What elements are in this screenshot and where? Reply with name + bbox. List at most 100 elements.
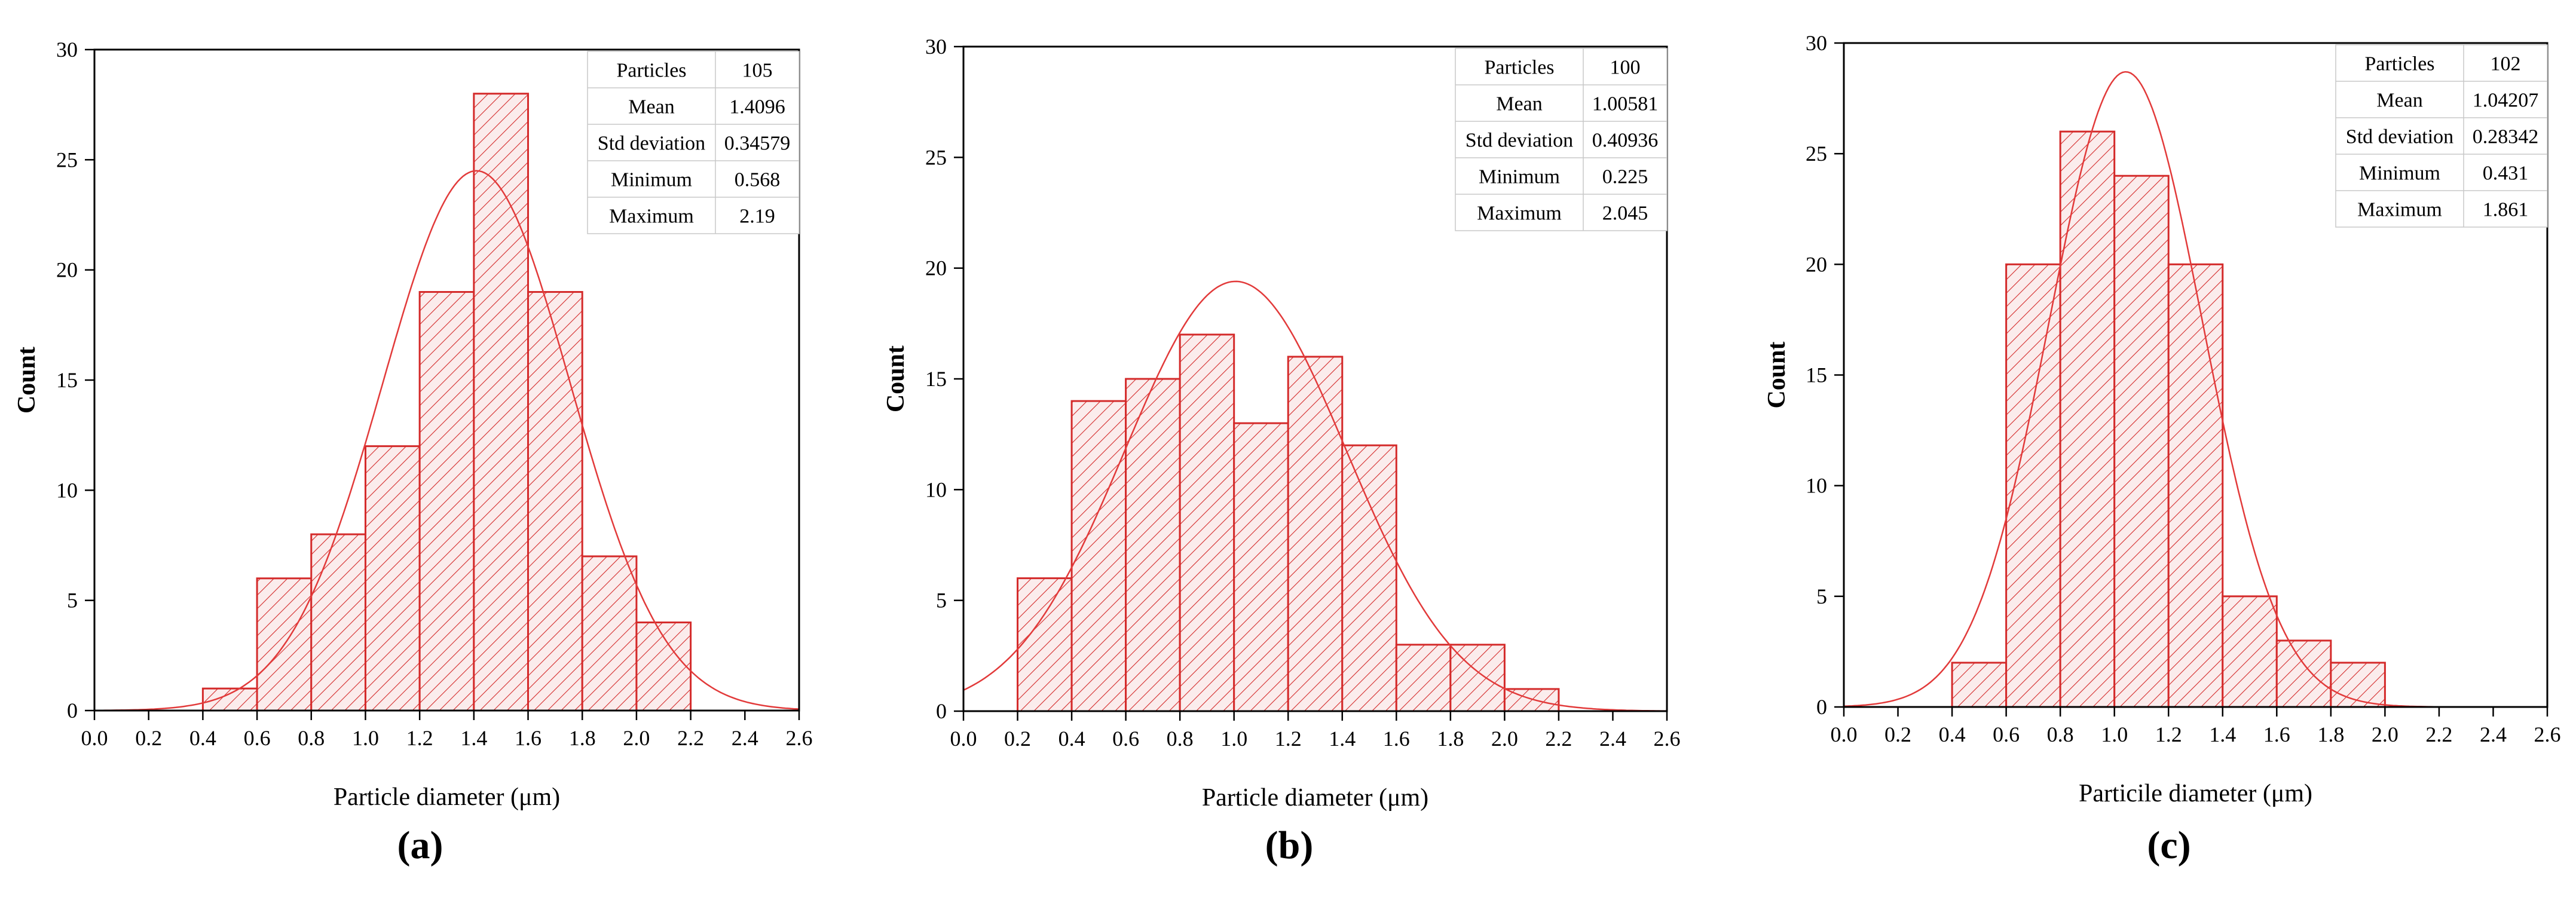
stats-value: 102 <box>2491 53 2521 75</box>
y-tick-label: 30 <box>925 35 947 59</box>
x-tick-label: 1.0 <box>2101 723 2128 746</box>
histogram-bar <box>310 533 366 712</box>
histogram-bar <box>1341 444 1397 712</box>
y-tick-label: 10 <box>925 477 947 501</box>
x-tick-label: 0.8 <box>2047 723 2074 746</box>
panel-label: (a) <box>397 823 443 867</box>
stats-table: Particles 102 Mean 1.04207 Std deviation 0.28… <box>2335 44 2548 228</box>
y-tick-label: 15 <box>925 367 947 391</box>
x-tick-label: 1.2 <box>406 726 433 750</box>
x-tick-label: 0.8 <box>1167 727 1194 751</box>
histogram-bar <box>2275 639 2332 708</box>
stats-value: 0.568 <box>735 169 781 191</box>
chart-panel-a: 0.0 0.2 0.4 0.6 0.8 1.0 1.2 1.4 1.6 1.8 2.0 2.2 2.4 2… <box>13 38 813 867</box>
x-tick-label: 0.2 <box>1004 727 1031 751</box>
y-tick-label: 15 <box>56 368 78 392</box>
y-tick-label: 5 <box>936 589 947 613</box>
x-tick-label: 1.2 <box>2155 723 2182 746</box>
x-tick-label: 0.2 <box>1884 723 1911 746</box>
x-tick-label: 2.6 <box>1654 727 1681 751</box>
y-tick-label: 5 <box>1816 584 1827 608</box>
histogram-bar <box>1503 688 1560 712</box>
stats-label: Maximum <box>1477 203 1562 225</box>
y-tick-label: 25 <box>1806 142 1827 166</box>
x-tick-label: 1.4 <box>460 726 487 750</box>
stats-table: Particles 105 Mean 1.4096 Std deviation 0.345… <box>587 51 800 234</box>
histogram-bar <box>2005 263 2061 708</box>
stats-value: 1.00581 <box>1592 93 1659 115</box>
chart-panel-b: 0.0 0.2 0.4 0.6 0.8 1.0 1.2 1.4 1.6 1.8 2.0 2.2 2.4 2… <box>882 35 1681 867</box>
y-tick-label: 0 <box>1816 695 1827 719</box>
y-axis-title: Count <box>1763 341 1791 408</box>
x-tick-label: 0.6 <box>1112 727 1139 751</box>
stats-label: Maximum <box>2357 199 2442 221</box>
stats-value: 1.4096 <box>729 96 785 118</box>
y-tick-label: 10 <box>56 478 78 502</box>
x-tick-label: 1.6 <box>2263 723 2290 746</box>
y-axis-title: Count <box>882 345 910 412</box>
stats-label: Minimum <box>2359 163 2440 185</box>
y-tick-label: 30 <box>1806 31 1827 55</box>
histogram-bar <box>1395 644 1452 712</box>
stats-value: 0.40936 <box>1592 130 1659 152</box>
stats-label: Particles <box>2364 53 2434 75</box>
y-tick-label: 20 <box>56 258 78 282</box>
panel-label: (b) <box>1265 823 1314 867</box>
y-tick-label: 30 <box>56 38 78 62</box>
histogram-bar <box>2113 174 2170 708</box>
x-axis-title: Particle diameter (μm) <box>334 783 560 811</box>
stats-value: 0.28342 <box>2473 126 2539 148</box>
x-tick-label: 1.6 <box>1383 727 1410 751</box>
y-axis-title: Count <box>13 347 41 414</box>
bars <box>1951 130 2386 708</box>
histogram-bar <box>473 93 530 712</box>
x-tick-label: 1.8 <box>569 726 596 750</box>
stats-value: 1.861 <box>2483 199 2529 221</box>
histogram-bar <box>2222 595 2278 708</box>
histogram-bar <box>201 687 258 712</box>
stats-label: Std deviation <box>1466 130 1573 152</box>
y-tick-label: 20 <box>1806 252 1827 276</box>
y-tick-label: 5 <box>67 589 78 613</box>
histogram-bar <box>527 291 583 712</box>
histogram-bar <box>1125 378 1181 712</box>
histogram-bar <box>1070 400 1127 712</box>
stats-label: Mean <box>628 96 674 118</box>
x-tick-label: 0.0 <box>950 727 977 751</box>
panel-label: (c) <box>2147 823 2190 867</box>
stats-table-background <box>1455 48 1668 231</box>
x-tick-label: 0.4 <box>1939 723 1966 746</box>
x-tick-label: 2.0 <box>2372 723 2398 746</box>
histogram-bar <box>1287 356 1344 712</box>
stats-label: Mean <box>1496 93 1542 115</box>
stats-label: Std deviation <box>2346 126 2453 148</box>
stats-value: 105 <box>742 60 773 82</box>
x-tick-label: 1.2 <box>1275 727 1302 751</box>
x-tick-label: 2.6 <box>2534 723 2561 746</box>
x-tick-label: 1.0 <box>1220 727 1247 751</box>
histogram-bar <box>1179 333 1235 712</box>
bars <box>201 93 692 712</box>
histogram-bar <box>2167 263 2224 708</box>
x-tick-label: 0.6 <box>1993 723 2020 746</box>
x-tick-label: 1.4 <box>2209 723 2236 746</box>
x-tick-label: 0.0 <box>81 726 108 750</box>
x-tick-label: 0.6 <box>244 726 271 750</box>
x-tick-label: 2.4 <box>732 726 758 750</box>
stats-label: Particles <box>1484 57 1554 79</box>
stats-table-background <box>2335 44 2548 228</box>
stats-label: Maximum <box>609 206 694 228</box>
y-tick-label: 0 <box>936 699 947 723</box>
y-tick-label: 0 <box>67 699 78 723</box>
y-tick-label: 10 <box>1806 474 1827 498</box>
normal-fit-curve <box>94 170 800 712</box>
x-tick-label: 1.0 <box>352 726 379 750</box>
x-tick-label: 2.4 <box>2480 723 2507 746</box>
stats-label: Minimum <box>1479 166 1560 188</box>
stats-value: 0.225 <box>1602 166 1648 188</box>
normal-fit-curve <box>963 280 1667 712</box>
histogram-bar <box>364 445 421 712</box>
stats-value: 2.045 <box>1602 203 1648 225</box>
histogram-bar <box>418 291 475 712</box>
y-tick-label: 25 <box>56 148 78 172</box>
